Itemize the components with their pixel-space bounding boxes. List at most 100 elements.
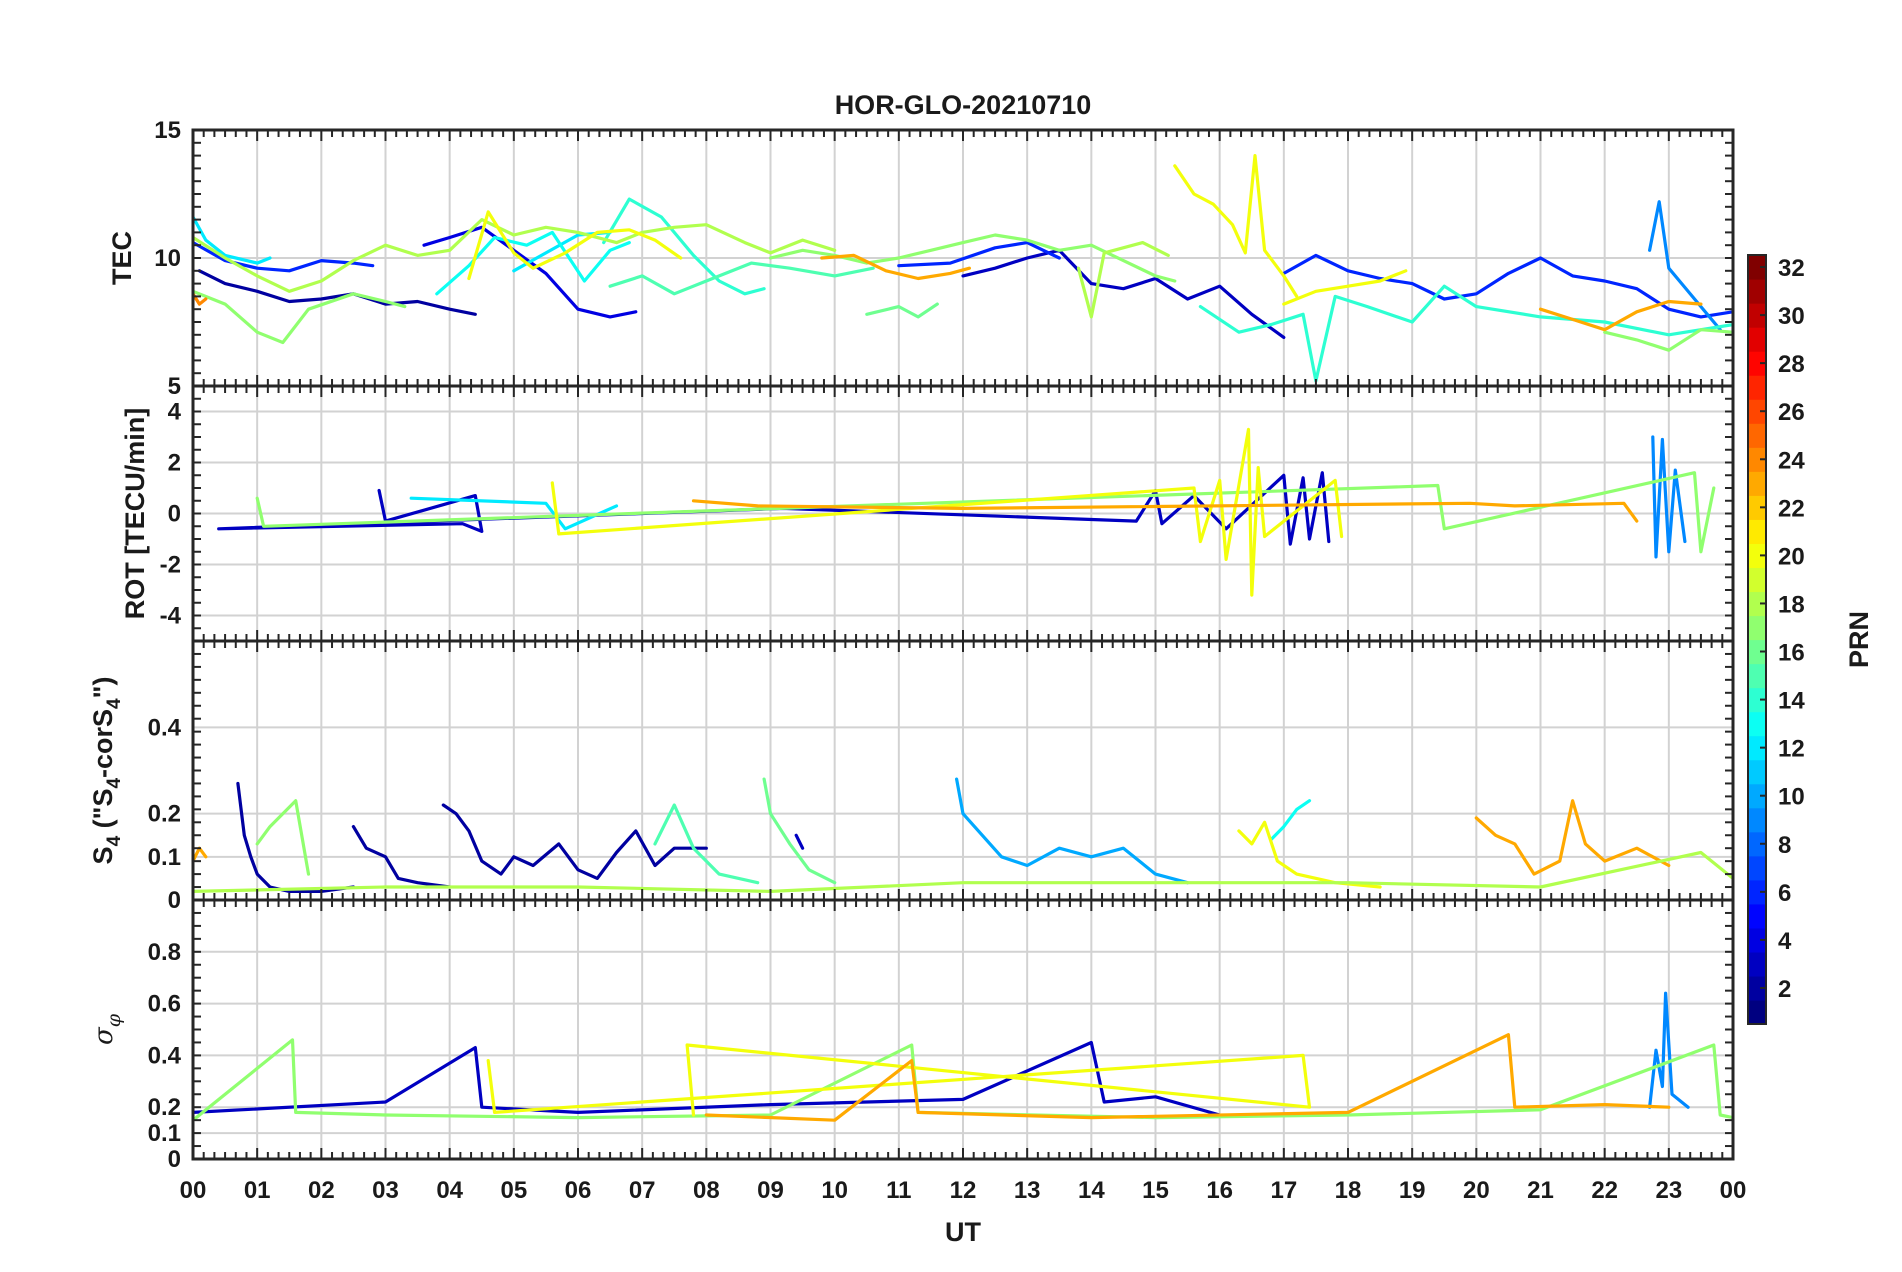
xtick-label: 00 — [1720, 1177, 1747, 1204]
rot-series-prn-9-1 — [1651, 435, 1687, 559]
s4-series-prn-2-1 — [351, 825, 452, 889]
panel-sigma: 00.10.2 0.4 0.6 0.8 σφ — [89, 898, 1735, 1173]
xtick-label: 11 — [886, 1177, 911, 1204]
rot-ylabel: ROT [TECU/min] — [120, 408, 150, 619]
tec-ylabel: TEC — [107, 231, 137, 285]
s4-series-prn-2-2 — [441, 803, 708, 880]
sigma-ytick-label: 0.6 — [148, 991, 181, 1018]
colorbar-tick-label: 12 — [1778, 736, 1805, 763]
rot-ytick-label: -4 — [160, 603, 182, 630]
colorbar-tick-label: 30 — [1778, 303, 1805, 330]
s4-series-prn-15-6 — [653, 803, 760, 885]
rot-ytick-label: -2 — [160, 552, 181, 579]
colorbar-step — [1748, 615, 1766, 641]
panel-s4: 0 0.1 0.2 0.4 S4 ("S4-corS4") — [88, 639, 1735, 914]
colorbar-step — [1748, 639, 1766, 665]
rot-ytick-label: 4 — [168, 399, 182, 426]
colorbar-tick-label: 26 — [1778, 399, 1805, 426]
colorbar-step — [1748, 735, 1766, 761]
colorbar-tick-label: 4 — [1778, 928, 1792, 955]
colorbar-tick-label: 2 — [1778, 976, 1791, 1003]
xtick-label: 15 — [1142, 1177, 1169, 1204]
tec-series-prn-16-13 — [865, 302, 939, 319]
colorbar-tick-label: 14 — [1778, 688, 1805, 715]
sigma-series-prn-3-0 — [193, 1040, 1222, 1117]
tec-series-prn-14-10 — [602, 197, 766, 296]
tec-series-prn-6-5 — [1282, 253, 1733, 319]
sigma-series-prn-9-1 — [1648, 991, 1690, 1109]
s4-series-prn-18-12 — [193, 850, 1733, 893]
colorbar-step — [1748, 447, 1766, 472]
tec-series-prn-20-20 — [1173, 154, 1299, 298]
xtick-label: 09 — [757, 1177, 784, 1204]
tec-series-prn-18-17 — [193, 218, 837, 293]
colorbar-tick-label: 20 — [1778, 543, 1805, 570]
s4-ytick-label: 0.4 — [148, 714, 182, 741]
tec-series-prn-12-7 — [193, 215, 272, 265]
tec-series-prn-17-16 — [1603, 328, 1733, 352]
colorbar-frame — [1747, 254, 1767, 1025]
xtick-label: 20 — [1463, 1177, 1490, 1204]
xtick-label: 02 — [308, 1177, 335, 1204]
x-tick-labels: 00 01 02 03 04 05 06 07 08 09 10 11 12 13 14 15 16 17 18 19… — [180, 1177, 1747, 1204]
colorbar-step — [1748, 375, 1766, 400]
colorbar-step — [1748, 495, 1766, 520]
colorbar-step — [1748, 567, 1766, 593]
rot-series-group — [217, 427, 1716, 597]
tec-ytick-label: 15 — [154, 117, 181, 144]
tec-series-prn-23-23 — [1538, 299, 1703, 332]
colorbar-step — [1748, 999, 1766, 1025]
sigma-series-prn-20-3 — [486, 1043, 1312, 1117]
panel-tec: 5 10 15 TEC — [107, 117, 1735, 400]
chart-title: HOR-GLO-20210710 — [835, 90, 1092, 120]
sigma-ylabel: σφ — [89, 1013, 125, 1045]
colorbar-step — [1748, 591, 1766, 617]
s4-ylabel: S4 ("S4-corS4") — [88, 677, 125, 865]
colorbar-tick-label: 10 — [1778, 784, 1805, 811]
sigma-series-group — [193, 991, 1733, 1122]
colorbar-step — [1748, 279, 1766, 304]
colorbar-step — [1748, 975, 1766, 1001]
s4-series-prn-10-4 — [955, 777, 1190, 885]
rot-ytick-label: 2 — [168, 450, 181, 477]
xtick-label: 21 — [1527, 1177, 1554, 1204]
colorbar-step — [1748, 543, 1766, 569]
colorbar-tick-label: 24 — [1778, 447, 1805, 474]
xtick-label: 01 — [244, 1177, 271, 1204]
tec-series-prn-6-4 — [897, 241, 1061, 268]
sigma-ytick-label: 0.8 — [148, 939, 181, 966]
xtick-label: 05 — [500, 1177, 527, 1204]
tec-series-prn-20-21 — [1282, 269, 1408, 306]
panel-rot: -4 -2 0 2 4 ROT [TECU/min] — [120, 384, 1735, 643]
colorbar-step — [1748, 255, 1766, 280]
tec-series-prn-18-18 — [1076, 241, 1170, 319]
colorbar-step — [1748, 783, 1766, 809]
tec-series-group — [193, 154, 1733, 383]
colorbar-step — [1748, 351, 1766, 376]
xtick-label: 06 — [565, 1177, 592, 1204]
colorbar-step — [1748, 831, 1766, 857]
rot-series-prn-20-4 — [550, 427, 1344, 597]
sigma-ytick-label: 0.1 — [148, 1120, 181, 1147]
colorbar-step — [1748, 303, 1766, 328]
xtick-label: 10 — [821, 1177, 848, 1204]
s4-series-prn-16-7 — [762, 777, 837, 885]
xtick-label: 22 — [1591, 1177, 1618, 1204]
s4-series-prn-2-0 — [236, 781, 355, 893]
tec-series-prn-14-11 — [1198, 284, 1733, 383]
s4-ytick-label: 0 — [168, 887, 181, 914]
sigma-series-prn-23-4 — [704, 1033, 1671, 1122]
tec-series-prn-15-12 — [608, 261, 875, 296]
tec-series-prn-23-22 — [820, 253, 971, 281]
xtick-label: 16 — [1206, 1177, 1233, 1204]
colorbar-tick-label: 16 — [1778, 640, 1805, 667]
xtick-label: 23 — [1655, 1177, 1682, 1204]
colorbar-step — [1748, 807, 1766, 833]
xtick-label: 00 — [180, 1177, 207, 1204]
colorbar-tick-label: 32 — [1778, 255, 1805, 282]
s4-series-prn-23-11 — [1474, 799, 1671, 876]
colorbar-tick-label: 6 — [1778, 880, 1791, 907]
